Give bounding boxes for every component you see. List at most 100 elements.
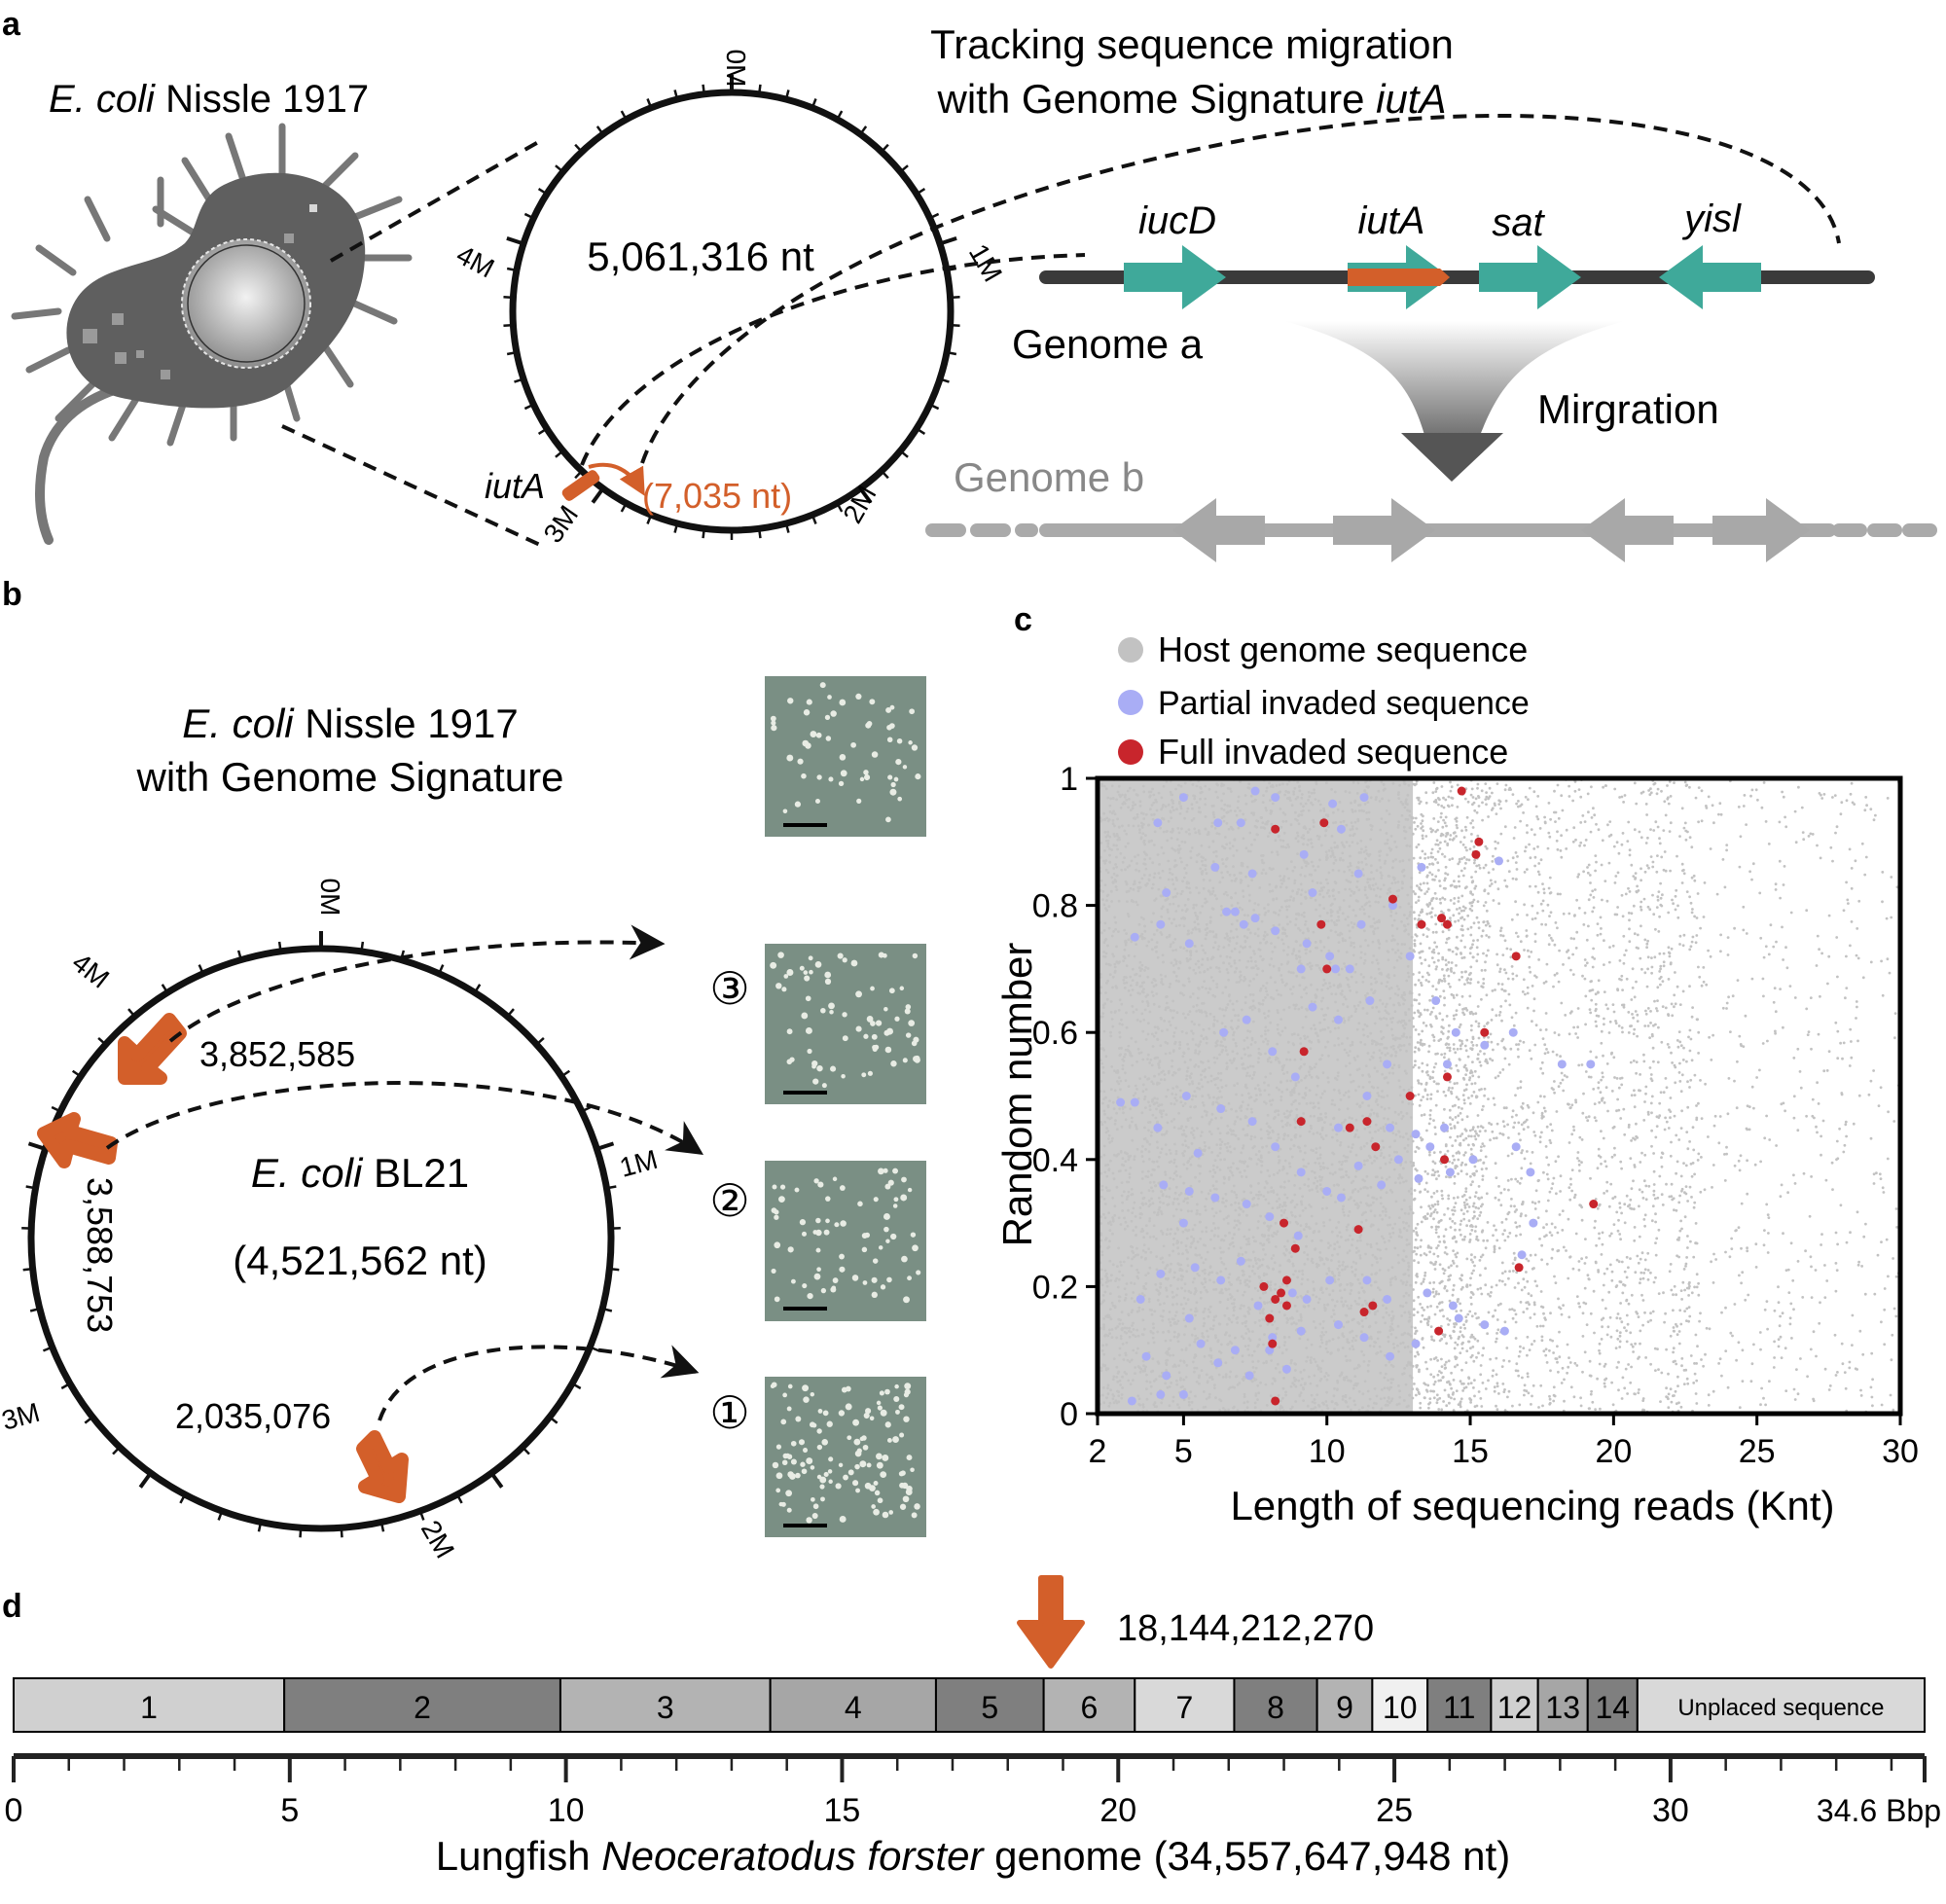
colony	[830, 710, 837, 717]
genome-ring-tick	[836, 502, 844, 513]
host-point	[1185, 1167, 1189, 1170]
host-point	[1103, 907, 1107, 910]
host-point	[1301, 1269, 1304, 1273]
host-point	[1151, 1336, 1155, 1340]
host-point	[1750, 1362, 1754, 1366]
host-point	[1453, 1174, 1457, 1178]
host-point	[1470, 1314, 1474, 1318]
host-point	[1297, 950, 1301, 953]
host-point	[1464, 1190, 1468, 1193]
host-point	[1205, 900, 1208, 904]
host-point	[1540, 1258, 1543, 1262]
colony	[772, 1461, 779, 1469]
host-point	[1445, 968, 1449, 972]
colony	[813, 1273, 821, 1280]
genome-ring-tick	[537, 427, 548, 435]
host-point	[1695, 1104, 1698, 1107]
host-point	[1449, 1116, 1452, 1120]
insert-size-label: (7,035 nt)	[642, 476, 792, 516]
host-point	[1425, 1008, 1429, 1012]
host-point	[1214, 854, 1218, 858]
host-point	[1228, 1293, 1232, 1296]
host-point	[1354, 962, 1358, 966]
host-point	[1176, 1403, 1179, 1407]
host-point	[1144, 1224, 1148, 1227]
host-point	[1745, 932, 1748, 935]
host-point	[1688, 985, 1691, 988]
host-point	[1809, 996, 1813, 999]
host-point	[1423, 1274, 1426, 1277]
host-point	[1568, 1361, 1572, 1364]
host-point	[1121, 1375, 1124, 1379]
host-point	[1320, 1207, 1324, 1210]
host-point	[1404, 1179, 1408, 1183]
host-point	[1489, 1357, 1492, 1361]
host-point	[1475, 1404, 1479, 1408]
host-point	[1296, 780, 1300, 784]
host-point	[1427, 980, 1430, 984]
host-point	[1436, 1254, 1440, 1258]
host-point	[1246, 1310, 1250, 1313]
host-point	[1190, 1235, 1193, 1239]
colony	[862, 1280, 868, 1285]
host-point	[1580, 1138, 1584, 1141]
host-point	[1418, 1104, 1422, 1107]
host-point	[1388, 1145, 1391, 1149]
host-point	[1103, 938, 1107, 942]
host-point	[1452, 1329, 1456, 1333]
host-point	[1557, 1370, 1560, 1374]
host-point	[1503, 939, 1507, 943]
colony	[850, 741, 856, 748]
genome-ring-tick	[811, 98, 817, 109]
host-point	[1336, 1403, 1339, 1407]
host-point	[1128, 864, 1132, 868]
host-point	[1414, 1060, 1417, 1062]
host-point	[1581, 1311, 1585, 1315]
host-point	[1618, 1346, 1622, 1348]
colony	[872, 1046, 878, 1053]
host-point	[1668, 830, 1672, 833]
host-point	[1747, 1293, 1750, 1297]
host-point	[1731, 994, 1735, 998]
host-point	[1388, 1280, 1392, 1284]
host-point	[1694, 1392, 1698, 1395]
host-point	[1568, 1356, 1570, 1359]
genome-circle-a	[503, 75, 960, 540]
host-point	[1678, 934, 1682, 938]
host-point	[1222, 792, 1225, 796]
colony	[771, 720, 776, 726]
host-point	[1390, 923, 1394, 927]
host-point	[1641, 1399, 1645, 1402]
host-point	[1168, 1195, 1171, 1199]
host-point	[1748, 870, 1751, 874]
host-point	[1700, 984, 1704, 988]
colony	[801, 1468, 808, 1475]
host-point	[1393, 881, 1397, 884]
colony	[842, 1012, 847, 1018]
host-point	[1638, 1235, 1641, 1239]
host-point	[1236, 1383, 1240, 1386]
colony	[887, 774, 893, 780]
host-point	[1279, 1033, 1282, 1037]
host-point	[1103, 883, 1107, 886]
colony	[903, 1416, 910, 1422]
host-point	[1320, 1126, 1324, 1130]
host-point	[1132, 1348, 1135, 1352]
host-point	[1382, 1017, 1386, 1020]
host-point	[1143, 1367, 1147, 1371]
host-point	[1388, 1161, 1391, 1165]
host-point	[1224, 1361, 1228, 1365]
host-point	[1235, 1044, 1238, 1048]
host-point	[1741, 1380, 1745, 1383]
host-point	[1418, 1182, 1422, 1186]
host-point	[1127, 915, 1131, 918]
host-point	[1204, 784, 1207, 788]
host-point	[1345, 823, 1349, 827]
host-point	[1228, 993, 1231, 996]
host-point	[1748, 1128, 1751, 1132]
host-point	[1545, 1048, 1548, 1051]
host-point	[1819, 994, 1821, 998]
host-point	[1337, 950, 1340, 952]
host-point	[1389, 987, 1393, 989]
host-point	[1466, 927, 1470, 931]
